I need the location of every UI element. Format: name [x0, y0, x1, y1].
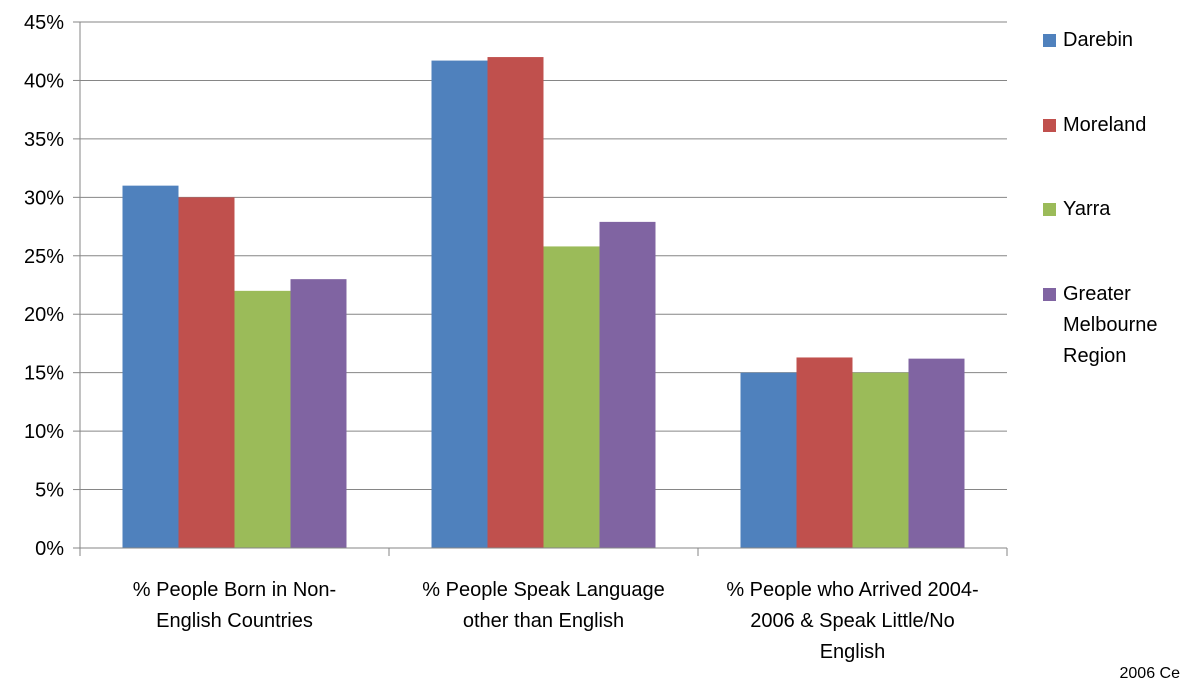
- y-tick-labels: 0% 5% 10% 15% 20% 25% 30% 35% 40% 45%: [24, 12, 64, 560]
- legend-label-line: Greater: [1063, 283, 1131, 305]
- y-tick-label: 20%: [24, 304, 64, 326]
- legend-swatch: [1043, 119, 1056, 132]
- x-category-labels: % People Born in Non-English Countries% …: [133, 579, 979, 663]
- x-category-label-line: % People Born in Non-: [133, 579, 336, 601]
- y-tick-label: 40%: [24, 70, 64, 92]
- y-tick-label: 25%: [24, 246, 64, 268]
- y-tick-label: 15%: [24, 363, 64, 385]
- bar-yarra: [852, 372, 909, 548]
- y-tick-label: 5%: [35, 480, 64, 502]
- legend-swatch: [1043, 288, 1056, 301]
- legend-swatch: [1043, 34, 1056, 47]
- y-tick-label: 35%: [24, 129, 64, 151]
- legend-label-line: Region: [1063, 345, 1126, 367]
- bar-moreland: [178, 197, 235, 549]
- legend-label-line: Yarra: [1063, 198, 1111, 220]
- bar-greater-melbourne-region: [599, 221, 656, 548]
- axes: [73, 21, 1008, 556]
- legend-label: Greater Melbourne Region: [1063, 283, 1158, 367]
- y-tick-label: 10%: [24, 421, 64, 443]
- footnote-text: 2006 Ce: [1120, 665, 1181, 682]
- bar-darebin: [431, 60, 488, 548]
- bar-greater-melbourne-region: [290, 279, 347, 548]
- legend-label-line: Darebin: [1063, 29, 1133, 51]
- x-category-label: % People who Arrived 2004- 2006 & Speak L…: [726, 579, 978, 663]
- x-category-label-line: English Countries: [156, 610, 313, 632]
- legend-label: Yarra: [1063, 198, 1111, 220]
- bar-yarra: [234, 290, 291, 548]
- bars: [122, 57, 965, 549]
- bar-greater-melbourne-region: [908, 358, 965, 548]
- bar-darebin: [122, 185, 179, 548]
- legend: Darebin Moreland Yarra Greater Melbourne Regi…: [1043, 29, 1158, 367]
- bar-moreland: [487, 57, 544, 549]
- x-category-label-line: 2006 & Speak Little/No: [750, 610, 955, 632]
- x-category-label-line: % People who Arrived 2004-: [726, 579, 978, 601]
- x-category-label-line: English: [820, 641, 886, 663]
- legend-swatch: [1043, 203, 1056, 216]
- y-tick-label: 30%: [24, 187, 64, 209]
- legend-label-line: Moreland: [1063, 114, 1146, 136]
- legend-label-line: Melbourne: [1063, 314, 1158, 336]
- bar-darebin: [740, 372, 797, 548]
- legend-label: Moreland: [1063, 114, 1146, 136]
- x-category-label-line: % People Speak Language: [422, 579, 664, 601]
- bar-yarra: [543, 246, 600, 548]
- y-tick-label: 45%: [24, 12, 64, 34]
- x-category-label-line: other than English: [463, 610, 624, 632]
- bar-moreland: [796, 357, 853, 548]
- legend-label: Darebin: [1063, 29, 1133, 51]
- x-category-label: % People Born in Non- English Countries: [133, 579, 336, 632]
- y-tick-label: 0%: [35, 538, 64, 560]
- x-category-label: % People Speak Language other than Englis…: [422, 579, 664, 632]
